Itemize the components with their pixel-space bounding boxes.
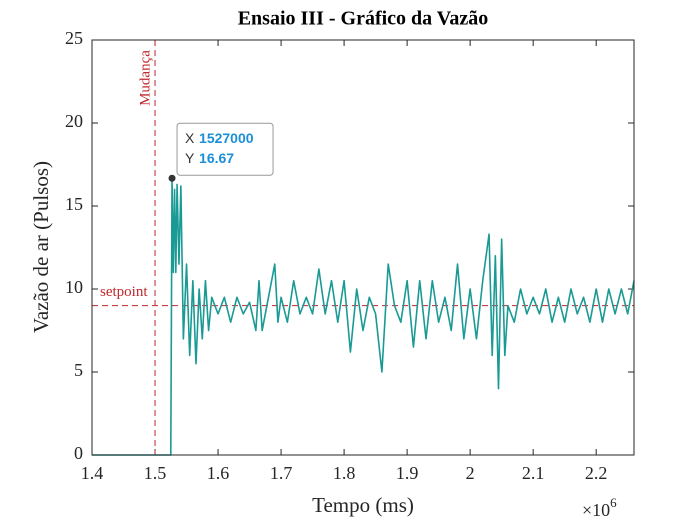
data-line: [92, 177, 635, 456]
reference-label: setpoint: [100, 284, 148, 300]
x-tick-label: 1.9: [396, 463, 419, 483]
x-multiplier-exponent: 6: [610, 495, 617, 510]
y-tick-label: 5: [74, 360, 83, 380]
datatip-name: Y: [185, 150, 195, 166]
chart-title: Ensaio III - Gráfico da Vazão: [238, 8, 489, 30]
x-axis-label: Tempo (ms): [312, 493, 414, 517]
x-tick-label: 1.6: [207, 463, 230, 483]
x-multiplier: ×106: [582, 495, 617, 520]
x-tick-label: 2: [466, 463, 475, 483]
datatip-box[interactable]: [176, 122, 274, 176]
datatip-marker: [168, 174, 176, 182]
x-multiplier-base: ×10: [582, 500, 610, 520]
y-tick-label: 0: [74, 443, 83, 463]
x-tick-label: 2.1: [522, 463, 545, 483]
y-tick-label: 15: [65, 194, 83, 214]
x-tick-label: 1.5: [144, 463, 167, 483]
x-tick-label: 2.2: [585, 463, 608, 483]
datatip-name: X: [185, 130, 195, 146]
y-tick-label: 20: [65, 111, 83, 131]
reference-label: Mudança: [137, 50, 153, 106]
x-tick-label: 1.7: [270, 463, 293, 483]
datatip-value: 1527000: [199, 130, 254, 146]
y-tick-label: 25: [65, 28, 83, 48]
x-tick-label: 1.8: [333, 463, 356, 483]
x-tick-label: 1.4: [81, 463, 104, 483]
y-tick-label: 10: [65, 277, 83, 297]
y-axis-label: Vazão de ar (Pulsos): [29, 161, 53, 333]
datatip-value: 16.67: [199, 150, 234, 166]
axes-box: [91, 39, 635, 456]
